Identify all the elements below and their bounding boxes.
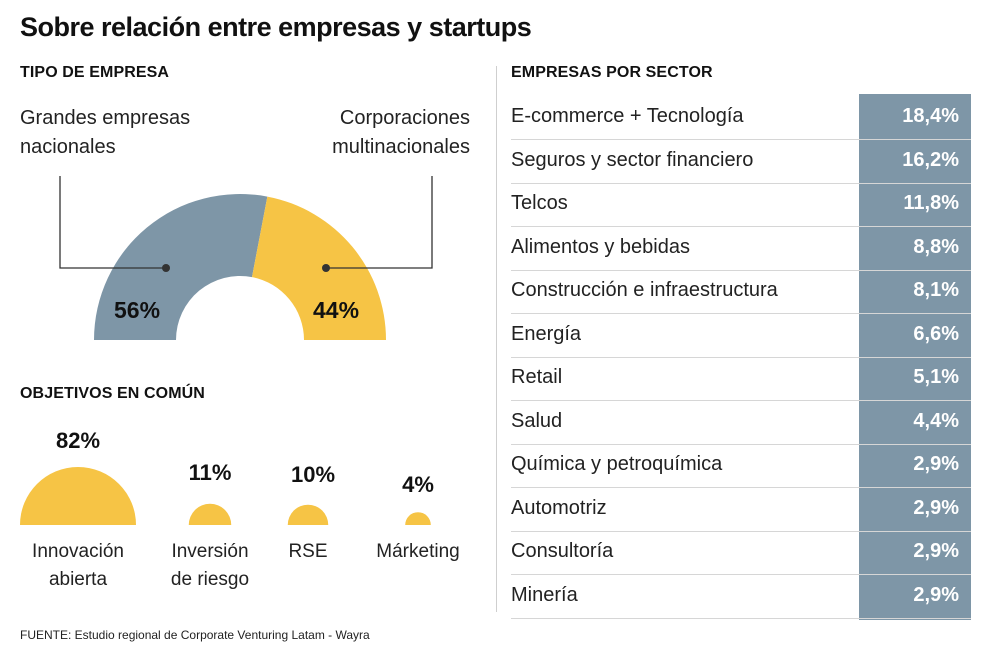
- source-note: FUENTE: Estudio regional de Corporate Ve…: [20, 628, 370, 642]
- tipo-right-label-1: Corporaciones: [339, 107, 470, 129]
- sector-row: Consultoría 2,9%: [511, 531, 971, 575]
- sector-row: Construcción e infraestructura 8,1%: [511, 270, 971, 314]
- leader-dot-right: [322, 264, 330, 272]
- sector-name: Energía: [511, 322, 582, 345]
- objetivos-semicircles: [20, 467, 431, 525]
- semicircle-marketing: [405, 512, 431, 525]
- semicircle-inversion: [188, 503, 232, 525]
- sector-name: E-commerce + Tecnología: [511, 105, 744, 127]
- sector-value: 6,6%: [913, 322, 959, 345]
- obj-label-inversion-1: Inversión: [171, 541, 249, 562]
- sector-value: 18,4%: [902, 105, 959, 127]
- semicircle-rse: [287, 504, 329, 525]
- sector-name: Consultoría: [511, 540, 614, 562]
- sector-name: Seguros y sector financiero: [511, 148, 754, 171]
- obj-pct-marketing: 4%: [402, 472, 434, 497]
- sector-value: 8,8%: [913, 235, 959, 258]
- tipo-right-label-2: multinacionales: [332, 136, 470, 158]
- sector-row: Seguros y sector financiero 16,2%: [511, 140, 971, 184]
- objetivos-heading: OBJETIVOS EN COMÚN: [20, 385, 205, 402]
- sector-value: 16,2%: [902, 148, 959, 171]
- sector-value: 8,1%: [913, 279, 959, 301]
- obj-pct-innovacion: 82%: [55, 428, 101, 453]
- sector-row: Automotriz 2,9%: [511, 488, 971, 532]
- obj-label-innovacion-2: abierta: [48, 569, 108, 590]
- sector-value: 2,9%: [913, 453, 959, 475]
- sector-name: Minería: [511, 583, 578, 606]
- sector-name: Química y petroquímica: [511, 453, 723, 475]
- pct-nacionales: 56%: [114, 297, 161, 323]
- column-divider: [496, 66, 497, 612]
- sector-value: 5,1%: [913, 366, 959, 388]
- leader-dot-left: [162, 264, 170, 272]
- sector-row: Salud 4,4%: [511, 401, 971, 445]
- sector-name: Construcción e infraestructura: [511, 279, 778, 301]
- obj-pct-inversion: 11%: [188, 460, 232, 485]
- sector-name: Telcos: [511, 192, 568, 214]
- sector-row: Alimentos y bebidas 8,8%: [511, 227, 971, 271]
- sector-value: 2,9%: [913, 540, 959, 562]
- tipo-left-label-1: Grandes empresas: [20, 107, 191, 129]
- sector-row: Química y petroquímica 2,9%: [511, 444, 971, 488]
- leader-line-right: [326, 176, 433, 269]
- sector-value: 2,9%: [913, 583, 959, 606]
- donut-slice-nacionales: [94, 194, 268, 340]
- sector-name: Automotriz: [511, 496, 607, 519]
- obj-label-inversion-2: de riesgo: [170, 569, 250, 590]
- obj-label-rse: RSE: [288, 541, 328, 562]
- tipo-left-label-2: nacionales: [20, 136, 116, 158]
- tipo-semi-donut: [59, 176, 433, 340]
- obj-label-marketing: Márketing: [376, 541, 460, 562]
- sector-value: 11,8%: [903, 192, 959, 214]
- sector-name: Salud: [511, 409, 563, 432]
- sector-row: Minería 2,9%: [511, 575, 971, 619]
- obj-label-innovacion-1: Innovación: [32, 541, 124, 562]
- sector-value: 4,4%: [913, 409, 959, 432]
- sector-row: E-commerce + Tecnología 18,4%: [511, 96, 971, 140]
- donut-slice-multinacionales: [251, 196, 386, 340]
- chart-title: Sobre relación entre empresas y startups: [20, 12, 532, 42]
- leader-line-left: [59, 176, 166, 269]
- semicircle-innovacion: [20, 467, 136, 525]
- sector-row: Telcos 11,8%: [511, 183, 971, 227]
- sector-name: Retail: [511, 366, 563, 388]
- tipo-heading: TIPO DE EMPRESA: [20, 64, 170, 81]
- sector-row: Energía 6,6%: [511, 314, 971, 358]
- sector-value: 2,9%: [913, 496, 959, 519]
- sector-heading: EMPRESAS POR SECTOR: [511, 64, 713, 81]
- sector-name: Alimentos y bebidas: [511, 235, 690, 258]
- sector-row: Retail 5,1%: [511, 357, 971, 401]
- obj-pct-rse: 10%: [290, 462, 336, 487]
- pct-multinacionales: 44%: [313, 297, 360, 323]
